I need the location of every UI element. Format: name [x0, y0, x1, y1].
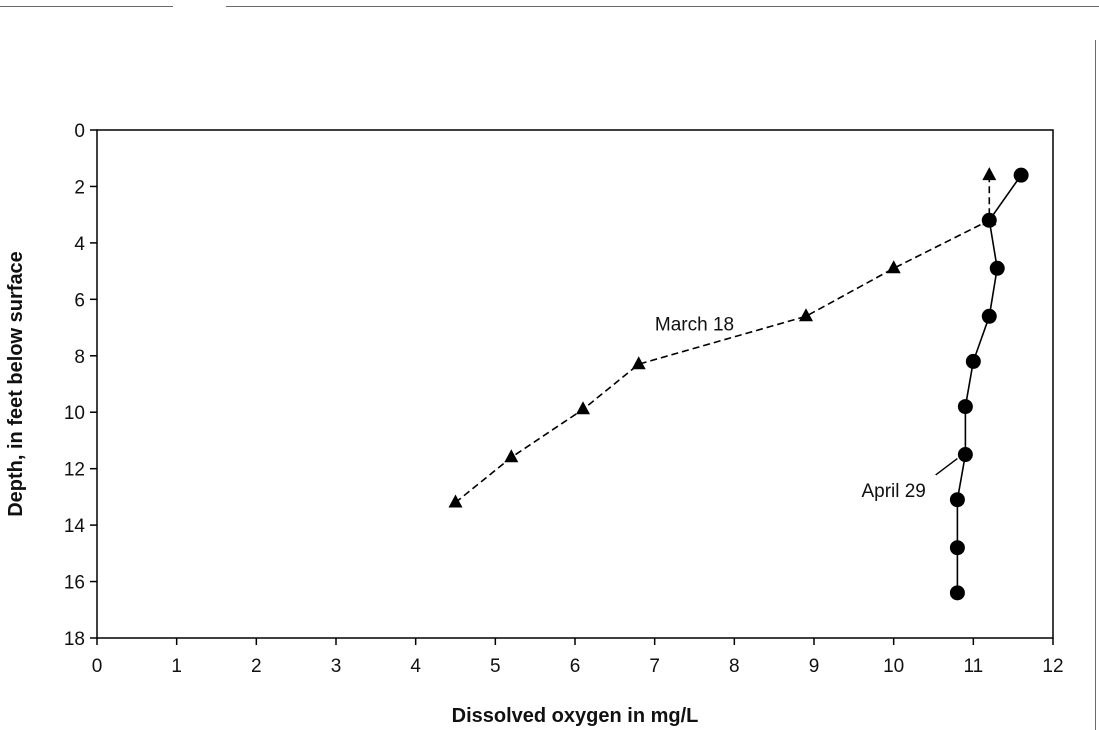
y-tick-label: 12 — [64, 460, 85, 481]
x-tick-label: 8 — [729, 656, 740, 677]
data-point-march-18 — [448, 494, 463, 508]
x-tick-label: 10 — [883, 656, 904, 677]
data-point-april-29 — [981, 212, 997, 228]
data-point-march-18 — [982, 167, 997, 181]
frame-top-line-right — [226, 6, 1099, 7]
annotation-april-29: April 29 — [861, 481, 925, 502]
data-point-april-29 — [949, 585, 965, 601]
data-point-march-18 — [799, 308, 813, 322]
data-point-april-29 — [981, 308, 997, 324]
data-point-april-29 — [989, 260, 1005, 276]
x-tick-label: 6 — [570, 656, 581, 677]
x-tick-label: 12 — [1042, 656, 1063, 677]
data-point-march-18 — [504, 449, 519, 463]
annotation-leader-line — [935, 457, 958, 476]
y-tick-label: 6 — [74, 290, 85, 311]
data-point-april-29 — [957, 399, 973, 415]
x-tick-label: 0 — [92, 656, 103, 677]
annotation-layer: March 18 April 29 — [655, 314, 958, 502]
data-point-april-29 — [949, 492, 965, 508]
x-tick-label: 7 — [649, 656, 660, 677]
x-tick-label: 4 — [410, 656, 421, 677]
y-tick-label: 4 — [74, 234, 85, 255]
x-tick-label: 9 — [809, 656, 820, 677]
y-tick-label: 2 — [74, 177, 85, 198]
y-axis-title: Depth, in feet below surface — [5, 251, 27, 517]
x-tick-label: 11 — [963, 656, 983, 677]
data-point-april-29 — [1013, 167, 1029, 183]
data-point-march-18 — [631, 356, 646, 370]
y-tick-label: 0 — [74, 121, 85, 142]
x-axis-title: Dissolved oxygen in mg/L — [452, 705, 699, 727]
y-axis-ticks: 0 2 4 6 8 10 12 14 16 18 — [64, 121, 97, 650]
x-tick-label: 5 — [490, 656, 501, 677]
data-point-april-29 — [957, 447, 973, 463]
x-tick-label: 2 — [251, 656, 262, 677]
y-tick-label: 8 — [74, 347, 85, 368]
frame-right-line — [1095, 40, 1096, 730]
y-tick-label: 16 — [64, 573, 85, 594]
annotation-march-18: March 18 — [655, 314, 734, 335]
y-tick-label: 14 — [64, 516, 86, 537]
data-point-march-18 — [886, 260, 901, 274]
x-tick-label: 1 — [171, 656, 182, 677]
data-point-april-29 — [965, 353, 981, 369]
series-layer — [448, 167, 1029, 601]
x-axis-ticks: 0 1 2 3 4 5 6 7 8 9 10 11 12 — [92, 638, 1064, 677]
data-point-april-29 — [949, 540, 965, 556]
series-line-april-29 — [956, 174, 1022, 593]
y-tick-label: 10 — [64, 403, 85, 424]
plot-area — [96, 129, 1054, 639]
data-point-march-18 — [576, 401, 590, 415]
frame-top-line-left — [0, 6, 173, 7]
y-tick-label: 18 — [64, 629, 85, 650]
x-tick-label: 3 — [331, 656, 342, 677]
